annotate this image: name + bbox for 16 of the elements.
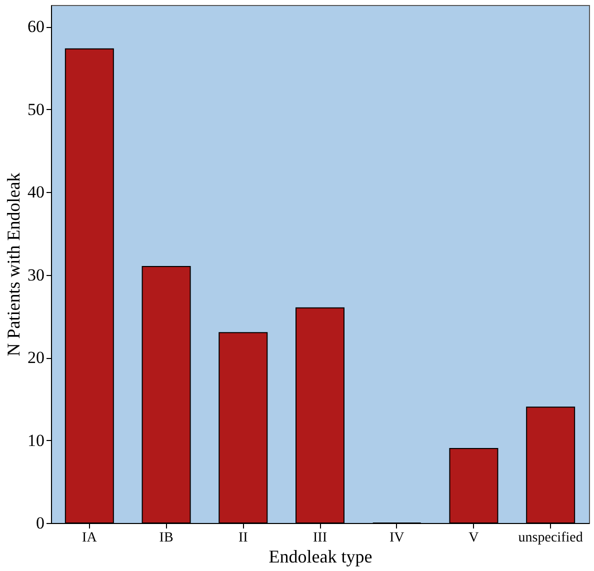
y-tick-label: 10 (28, 430, 44, 450)
x-tick-label: unspecified (518, 530, 583, 546)
y-tick-label: 20 (28, 348, 44, 368)
y-tick-label: 50 (28, 100, 44, 119)
y-tick-label: 0 (36, 514, 44, 532)
x-tick-label: IA (82, 530, 98, 546)
x-tick-label: IB (159, 530, 174, 546)
y-tick-label: 30 (28, 265, 44, 284)
y-axis-title: N Patients with Endoleak (4, 172, 24, 356)
x-tick-label: III (313, 530, 328, 546)
x-tick-label: II (238, 530, 248, 546)
x-tick-label: V (468, 530, 479, 546)
y-tick-label: 60 (28, 17, 44, 36)
y-tick-label: 40 (28, 182, 44, 202)
x-tick-label: IV (389, 530, 404, 546)
x-axis-title: Endoleak type (268, 546, 372, 566)
